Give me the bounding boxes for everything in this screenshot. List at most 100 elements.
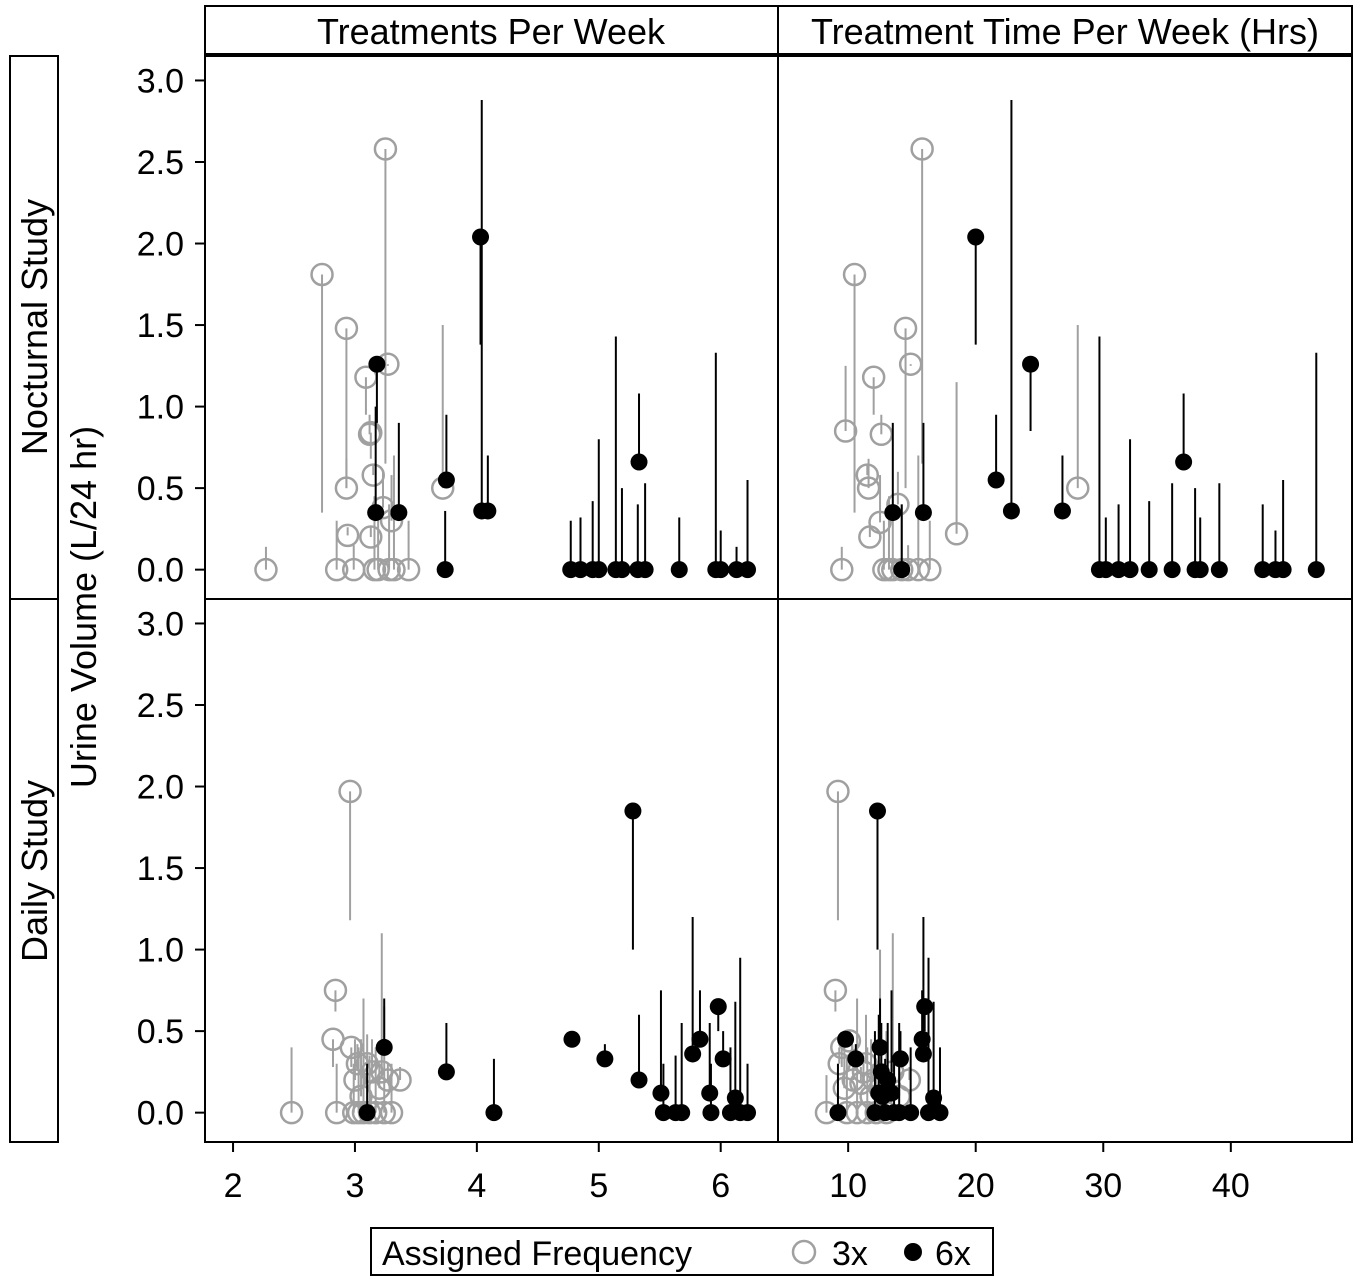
- data-point-6x: [652, 1084, 670, 1102]
- y-tick-label: 1.5: [137, 307, 184, 345]
- data-point-3x: [334, 316, 359, 341]
- data-point-6x: [368, 355, 386, 373]
- data-point-3x: [367, 1076, 392, 1100]
- data-point-3x: [254, 557, 278, 582]
- data-point-6x: [1002, 502, 1020, 520]
- data-point-3x: [366, 557, 390, 582]
- y-tick-label: 0.5: [137, 470, 184, 508]
- x-tick-label: 30: [1084, 1167, 1122, 1205]
- legend: Assigned Frequency 3x 6x: [370, 1227, 994, 1276]
- data-point-3x: [335, 523, 360, 548]
- y-tick-label: 2.0: [137, 226, 184, 264]
- data-point-6x: [709, 998, 727, 1016]
- data-point-3x: [396, 557, 421, 582]
- data-point-6x: [563, 1030, 581, 1048]
- x-tick-label: 3: [345, 1167, 364, 1205]
- column-strip-box: [204, 5, 779, 55]
- data-point-6x: [1307, 561, 1325, 579]
- data-point-3x: [1066, 476, 1090, 500]
- legend-marker-6x: [904, 1243, 922, 1261]
- row-strip-nocturnal-study: Nocturnal Study: [9, 55, 59, 600]
- x-tick-label: 6: [711, 1167, 730, 1205]
- data-point-6x: [883, 1084, 901, 1102]
- data-point-6x: [902, 1104, 920, 1122]
- data-point-3x: [359, 525, 383, 549]
- data-point-6x: [1140, 561, 1158, 579]
- data-point-6x: [472, 228, 490, 246]
- data-point-3x: [898, 352, 923, 376]
- legend-box: [370, 1227, 994, 1276]
- data-point-3x: [323, 978, 348, 1003]
- data-point-6x: [847, 1050, 865, 1068]
- data-point-3x: [388, 1068, 412, 1092]
- data-point-6x: [624, 802, 642, 820]
- row-strip-label: Daily Study: [14, 780, 55, 962]
- data-point-6x: [571, 561, 589, 579]
- x-tick-label: 2: [224, 1167, 243, 1205]
- data-point-3x: [893, 316, 918, 341]
- data-point-6x: [893, 561, 911, 579]
- legend-label-3x: 3x: [832, 1235, 868, 1273]
- x-tick-label: 40: [1212, 1167, 1250, 1205]
- data-point-3x: [373, 137, 398, 161]
- data-point-6x: [913, 1030, 931, 1048]
- data-point-6x: [479, 502, 497, 520]
- data-point-6x: [829, 1104, 847, 1122]
- data-point-3x: [910, 137, 934, 161]
- data-point-6x: [437, 471, 455, 489]
- y-tick-label: 0.0: [137, 1095, 184, 1133]
- data-point-3x: [832, 1076, 857, 1100]
- data-point-3x: [861, 365, 886, 389]
- data-point-6x: [967, 228, 985, 246]
- data-point-6x: [485, 1104, 503, 1122]
- legend-marker-3x: [791, 1239, 817, 1265]
- data-point-6x: [613, 561, 631, 579]
- data-point-6x: [1210, 561, 1228, 579]
- data-point-6x: [837, 1030, 855, 1048]
- y-axis-title: Urine Volume (L/24 hr): [63, 426, 104, 788]
- data-point-3x: [359, 420, 383, 445]
- data-point-3x: [830, 557, 854, 582]
- x-tick-label: 4: [467, 1167, 486, 1205]
- data-point-6x: [714, 1050, 732, 1068]
- data-point-6x: [436, 561, 454, 579]
- data-point-6x: [596, 1050, 614, 1068]
- axes: 0.0 0.5 1.0 1.5 2.0 2.5 3.0 0.0 0.5 1.0 1.5 2.0 2.5 3…: [137, 62, 1250, 1205]
- data-point-6x: [726, 1089, 744, 1107]
- data-point-3x: [833, 419, 858, 443]
- data-point-3x: [856, 476, 881, 500]
- data-point-6x: [914, 1045, 932, 1063]
- data-point-3x: [826, 779, 850, 804]
- data-point-6x: [739, 561, 757, 579]
- data-point-3x: [324, 557, 349, 582]
- x-tick-label: 20: [957, 1167, 995, 1205]
- data-point-6x: [630, 1071, 648, 1089]
- y-tick-label: 1.0: [137, 389, 184, 427]
- row-strip-daily-study: Daily Study: [9, 598, 59, 1143]
- data-point-6x: [684, 1045, 702, 1063]
- data-point-6x: [702, 1104, 720, 1122]
- panel-frame: [777, 598, 1353, 1143]
- column-strip-label: Treatment Time Per Week (Hrs): [811, 11, 1319, 52]
- data-point-6x: [712, 561, 730, 579]
- data-point-6x: [654, 1104, 672, 1122]
- y-tick-label: 3.0: [137, 605, 184, 643]
- data-point-6x: [914, 504, 932, 522]
- data-point-3x: [944, 522, 969, 546]
- data-point-6x: [358, 1104, 376, 1122]
- data-point-3x: [823, 978, 848, 1003]
- data-point-3x: [339, 1035, 364, 1060]
- data-marks: [254, 100, 1325, 1125]
- data-point-6x: [590, 561, 608, 579]
- y-tick-label: 2.5: [137, 144, 184, 182]
- row-strip-box: [9, 55, 59, 600]
- data-point-6x: [390, 504, 408, 522]
- data-point-6x: [1163, 561, 1181, 579]
- data-point-6x: [1121, 561, 1139, 579]
- y-tick-label: 0.5: [137, 1013, 184, 1051]
- data-point-6x: [931, 1104, 949, 1122]
- x-tick-label: 10: [829, 1167, 867, 1205]
- data-point-6x: [375, 1038, 393, 1056]
- data-point-6x: [916, 998, 934, 1016]
- data-point-6x: [739, 1104, 757, 1122]
